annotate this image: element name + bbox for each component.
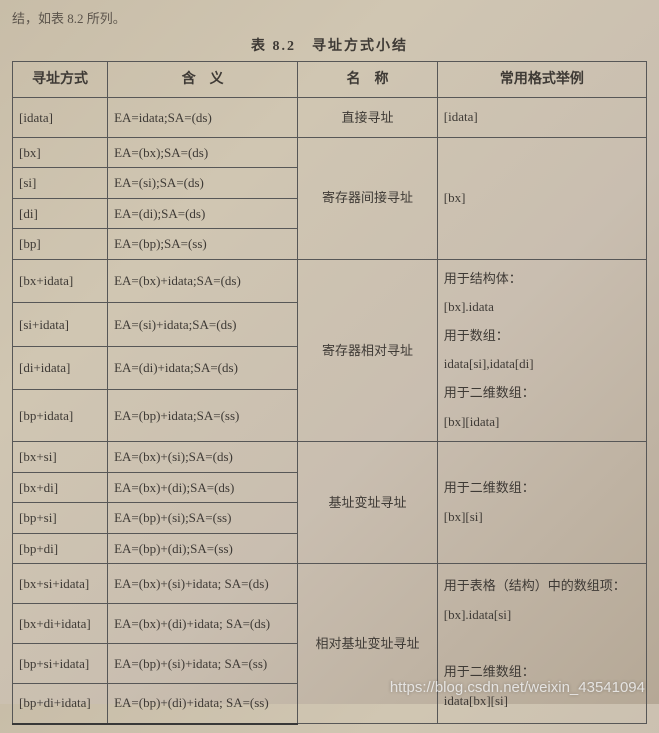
cell-mode: [si] bbox=[13, 168, 108, 199]
cell-mode: [bp+idata] bbox=[13, 390, 108, 442]
cell-meaning: EA=(bp)+(di)+idata; SA=(ss) bbox=[108, 683, 298, 723]
cell-mode: [bx+di] bbox=[13, 472, 108, 503]
cell-mode: [si+idata] bbox=[13, 303, 108, 347]
cell-mode: [bp] bbox=[13, 229, 108, 260]
cell-meaning: EA=(di)+idata;SA=(ds) bbox=[108, 346, 298, 390]
cell-example: 用于二维数组： [bx][si] bbox=[437, 442, 646, 564]
cell-mode: [idata] bbox=[13, 98, 108, 138]
cell-meaning: EA=(bp)+(di);SA=(ss) bbox=[108, 533, 298, 564]
cell-mode: [bp+si+idata] bbox=[13, 643, 108, 683]
cell-meaning: EA=(bx)+(di);SA=(ds) bbox=[108, 472, 298, 503]
example-line: 用于二维数组： bbox=[444, 480, 535, 495]
cell-meaning: EA=(bp)+idata;SA=(ss) bbox=[108, 390, 298, 442]
example-line: [bx].idata[si] bbox=[444, 607, 512, 622]
cell-example: [bx] bbox=[437, 137, 646, 259]
cell-meaning: EA=(bx);SA=(ds) bbox=[108, 137, 298, 168]
cell-mode: [bx+si+idata] bbox=[13, 564, 108, 604]
cell-mode: [bp+di] bbox=[13, 533, 108, 564]
cell-example: 用于结构体： [bx].idata 用于数组： idata[si],idata[… bbox=[437, 259, 646, 442]
table-row: [bx+idata] EA=(bx)+idata;SA=(ds) 寄存器相对寻址… bbox=[13, 259, 647, 303]
table-row: [bx+si] EA=(bx)+(si);SA=(ds) 基址变址寻址 用于二维… bbox=[13, 442, 647, 473]
example-line: [bx].idata bbox=[444, 299, 494, 314]
cell-mode: [bx+di+idata] bbox=[13, 604, 108, 644]
example-line: idata[si],idata[di] bbox=[444, 356, 534, 371]
example-line: 用于二维数组： bbox=[444, 385, 535, 400]
cell-mode: [bp+di+idata] bbox=[13, 683, 108, 723]
cell-mode: [bx] bbox=[13, 137, 108, 168]
watermark: https://blog.csdn.net/weixin_43541094 bbox=[390, 679, 645, 696]
cell-meaning: EA=(bx)+idata;SA=(ds) bbox=[108, 259, 298, 303]
example-line: [bx][idata] bbox=[444, 414, 500, 429]
cell-example: [idata] bbox=[437, 98, 646, 138]
cell-meaning: EA=(bx)+(si);SA=(ds) bbox=[108, 442, 298, 473]
example-line: 用于二维数组： bbox=[444, 664, 535, 679]
cell-mode: [di+idata] bbox=[13, 346, 108, 390]
table-row: [bx] EA=(bx);SA=(ds) 寄存器间接寻址 [bx] bbox=[13, 137, 647, 168]
cell-name: 直接寻址 bbox=[298, 98, 437, 138]
cell-mode: [bx+idata] bbox=[13, 259, 108, 303]
cell-meaning: EA=(bx)+(di)+idata; SA=(ds) bbox=[108, 604, 298, 644]
cell-meaning: EA=(bx)+(si)+idata; SA=(ds) bbox=[108, 564, 298, 604]
cell-meaning: EA=(di);SA=(ds) bbox=[108, 198, 298, 229]
cell-name: 相对基址变址寻址 bbox=[298, 564, 437, 724]
cell-name: 寄存器间接寻址 bbox=[298, 137, 437, 259]
header-meaning: 含 义 bbox=[108, 62, 298, 98]
example-line: [bx][si] bbox=[444, 509, 483, 524]
cell-meaning: EA=(si)+idata;SA=(ds) bbox=[108, 303, 298, 347]
example-line: 用于结构体： bbox=[444, 271, 522, 286]
example-line: 用于数组： bbox=[444, 328, 509, 343]
table-caption: 表 8.2 寻址方式小结 bbox=[12, 35, 647, 55]
cell-mode: [di] bbox=[13, 198, 108, 229]
cell-mode: [bx+si] bbox=[13, 442, 108, 473]
header-example: 常用格式举例 bbox=[437, 62, 646, 98]
top-fragment: 结，如表 8.2 所列。 bbox=[12, 8, 647, 27]
addressing-table: 寻址方式 含 义 名 称 常用格式举例 [idata] EA=idata;SA=… bbox=[12, 61, 647, 725]
cell-mode: [bp+si] bbox=[13, 503, 108, 534]
table-row: [bx+si+idata] EA=(bx)+(si)+idata; SA=(ds… bbox=[13, 564, 647, 604]
header-name: 名 称 bbox=[298, 62, 437, 98]
cell-meaning: EA=(si);SA=(ds) bbox=[108, 168, 298, 199]
example-line: 用于表格（结构）中的数组项： bbox=[444, 578, 626, 593]
header-row: 寻址方式 含 义 名 称 常用格式举例 bbox=[13, 62, 647, 98]
cell-meaning: EA=idata;SA=(ds) bbox=[108, 98, 298, 138]
cell-name: 基址变址寻址 bbox=[298, 442, 437, 564]
cell-meaning: EA=(bp)+(si)+idata; SA=(ss) bbox=[108, 643, 298, 683]
cell-meaning: EA=(bp);SA=(ss) bbox=[108, 229, 298, 260]
cell-example: 用于表格（结构）中的数组项： [bx].idata[si] 用于二维数组： id… bbox=[437, 564, 646, 724]
cell-name: 寄存器相对寻址 bbox=[298, 259, 437, 442]
header-mode: 寻址方式 bbox=[13, 62, 108, 98]
table-row: [idata] EA=idata;SA=(ds) 直接寻址 [idata] bbox=[13, 98, 647, 138]
cell-meaning: EA=(bp)+(si);SA=(ss) bbox=[108, 503, 298, 534]
